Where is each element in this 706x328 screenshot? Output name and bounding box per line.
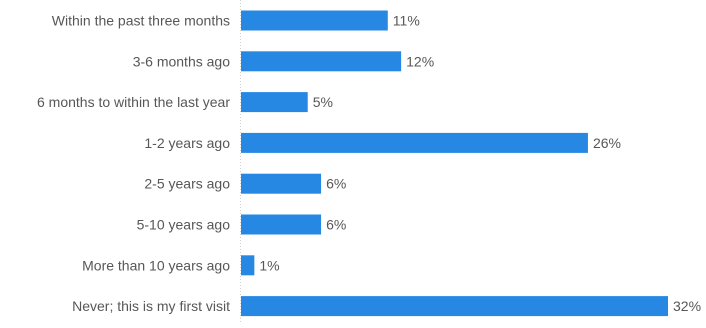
value-label: 26% [593, 135, 621, 151]
category-label: 6 months to within the last year [37, 94, 230, 110]
value-label: 6% [326, 176, 346, 192]
category-label: More than 10 years ago [82, 257, 230, 273]
bar [241, 173, 322, 194]
value-label: 11% [393, 13, 420, 29]
category-label: 5-10 years ago [137, 217, 231, 233]
bar [241, 255, 255, 276]
category-label: 3-6 months ago [133, 53, 230, 69]
category-label: Never; this is my first visit [72, 298, 230, 314]
category-label: 1-2 years ago [144, 135, 230, 151]
bar [241, 296, 668, 317]
bar [241, 214, 322, 235]
bar [241, 10, 388, 31]
value-label: 32% [673, 298, 701, 314]
category-label: 2-5 years ago [144, 176, 230, 192]
bar [241, 51, 402, 72]
value-label: 6% [326, 217, 346, 233]
value-label: 1% [259, 257, 279, 273]
value-label: 5% [313, 94, 333, 110]
bar [241, 132, 588, 153]
bars-group: Within the past three months 11% 3-6 month… [37, 10, 701, 317]
value-label: 12% [406, 53, 434, 69]
category-label: Within the past three months [52, 13, 230, 29]
bar [241, 92, 308, 113]
